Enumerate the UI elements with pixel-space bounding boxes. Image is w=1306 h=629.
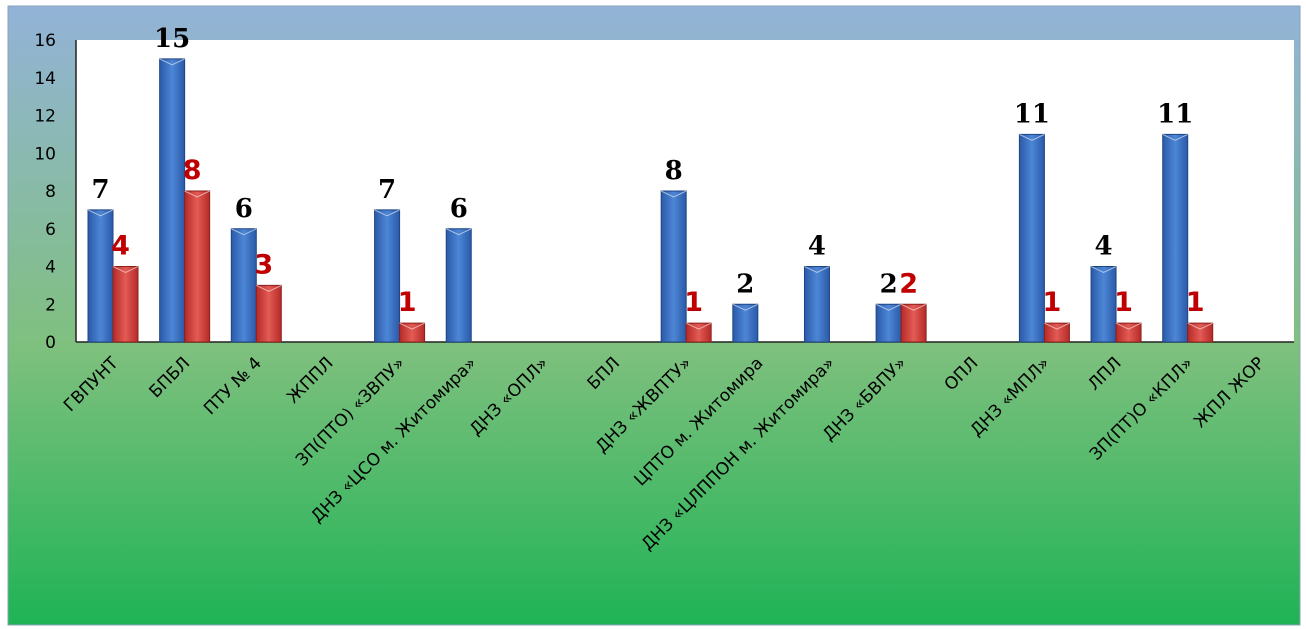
bar-red-bevel — [900, 303, 927, 311]
bar-blue-bevel — [1162, 133, 1188, 141]
bar-red-bevel — [1044, 322, 1070, 330]
bar-blue-bevel — [231, 228, 257, 236]
bar-blue — [230, 228, 257, 343]
bar-blue — [87, 209, 114, 343]
data-label-blue: 4 — [808, 232, 826, 262]
data-label-red: 1 — [1114, 287, 1133, 318]
bar-red-bevel — [184, 190, 210, 198]
data-label-blue: 15 — [154, 24, 190, 54]
bar-blue-bevel — [1090, 266, 1117, 274]
bar-red — [255, 284, 282, 343]
bar-red-bevel — [399, 322, 425, 330]
data-label-red: 1 — [1186, 287, 1205, 318]
bar-blue — [660, 190, 687, 343]
data-label-red: 1 — [684, 287, 703, 318]
data-label-blue: 2 — [736, 269, 754, 299]
data-label-red: 1 — [1043, 287, 1062, 318]
bar-blue-bevel — [804, 266, 830, 274]
bar-red — [112, 266, 139, 343]
bar-group — [87, 58, 1214, 343]
bar-blue — [445, 228, 472, 343]
bar-red-bevel — [112, 266, 139, 274]
bar-blue — [1090, 266, 1117, 343]
y-tick-label: 10 — [34, 144, 56, 164]
bar-red-bevel — [1115, 322, 1142, 330]
y-tick-label: 16 — [34, 31, 56, 51]
bar-blue-bevel — [1019, 133, 1045, 141]
bar-blue-bevel — [87, 209, 114, 217]
data-label-blue: 6 — [235, 194, 253, 224]
bar-blue — [875, 303, 902, 343]
bar-blue — [374, 209, 401, 343]
data-label-blue: 8 — [665, 156, 683, 186]
bar-red — [1115, 322, 1142, 343]
bar-blue-bevel — [660, 190, 687, 198]
bar-red — [399, 322, 426, 343]
data-label-blue: 7 — [378, 175, 396, 205]
data-label-blue: 11 — [1157, 99, 1193, 129]
bar-red — [184, 190, 211, 343]
bar-red — [685, 322, 712, 343]
bar-red — [1187, 322, 1214, 343]
bar-blue-bevel — [446, 228, 472, 236]
bar-blue — [803, 266, 830, 343]
data-label-blue: 2 — [880, 269, 898, 299]
data-label-blue: 4 — [1095, 232, 1113, 262]
y-tick-label: 12 — [34, 107, 56, 127]
bar-blue — [1162, 133, 1189, 343]
y-tick-label: 0 — [45, 333, 56, 353]
data-label-blue: 6 — [450, 194, 468, 224]
y-tick-label: 14 — [34, 69, 56, 89]
bar-red-bevel — [1187, 322, 1213, 330]
y-tick-group: 0 2 4 6 8 10 12 14 16 — [34, 31, 56, 353]
data-label-blue: 7 — [91, 175, 109, 205]
data-label-red: 1 — [398, 287, 417, 318]
data-label-red: 8 — [183, 155, 202, 186]
bar-blue-bevel — [374, 209, 400, 217]
bar-blue — [1018, 133, 1045, 343]
y-tick-label: 6 — [45, 220, 56, 240]
data-label-red: 4 — [111, 231, 130, 262]
data-label-red: 3 — [254, 249, 273, 280]
bar-red-bevel — [685, 322, 712, 330]
bar-red — [1043, 322, 1070, 343]
y-tick-label: 8 — [45, 182, 56, 202]
bar-blue — [159, 58, 186, 343]
bar-blue-bevel — [159, 58, 185, 66]
bar-red-bevel — [256, 284, 282, 292]
data-label-red: 2 — [899, 268, 918, 299]
bar-blue-bevel — [732, 303, 759, 311]
y-tick-label: 2 — [45, 295, 56, 315]
data-label-blue: 11 — [1014, 99, 1050, 129]
y-tick-label: 4 — [45, 258, 56, 278]
bar-blue-bevel — [875, 303, 902, 311]
